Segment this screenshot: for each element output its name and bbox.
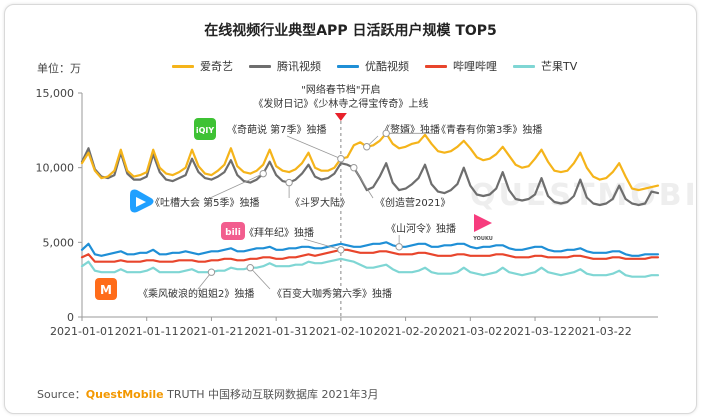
bilibili-logo (221, 222, 245, 240)
series-line (80, 241, 660, 257)
x-tick-label: 2021-02-20 (374, 325, 438, 338)
y-tick-label: 10,000 (36, 162, 75, 175)
annotation-label: 《赘婿》独播 (380, 123, 440, 136)
legend-item: 哔哩哔哩 (425, 58, 497, 74)
annotation-point (350, 163, 358, 172)
x-tick-label: 2021-02-10 (309, 325, 373, 338)
series-line (80, 147, 660, 207)
x-tick-label: 2021-01-01 (50, 325, 114, 338)
y-tick-label: 5,000 (43, 236, 75, 249)
legend-swatch (337, 64, 359, 68)
bilibili-logo-text: bili (225, 228, 241, 238)
y-tick-label: 15,000 (36, 87, 75, 100)
legend-label: 优酷视频 (365, 60, 409, 73)
x-tick-label: 2021-03-02 (438, 325, 502, 338)
annotation-point (395, 243, 403, 251)
x-tick-label: 2021-01-31 (244, 325, 308, 338)
iqiyi-logo-text: iQIY (196, 126, 215, 135)
x-tick-label: 2021-03-22 (568, 325, 632, 338)
legend-swatch (513, 64, 535, 68)
annotation-label: 《青春有你第3季》独播 (436, 123, 542, 136)
chart-title: 在线视频行业典型APP 日活跃用户规模 TOP5 (204, 23, 497, 39)
legend-swatch (172, 64, 194, 68)
legend-swatch (249, 64, 271, 68)
annotation-leader (353, 167, 374, 199)
annotation-point (259, 169, 267, 178)
annotation-point (207, 268, 216, 276)
x-tick-label: 2021-01-21 (179, 325, 243, 338)
annotation-point (246, 264, 254, 272)
annotation-leader (303, 238, 341, 251)
youku-logo (474, 214, 492, 232)
annotation-point (337, 155, 345, 163)
annotation-label: 《吐槽大会 第5季》独播 (150, 196, 260, 209)
source-note: Source：QuestMobile TRUTH 中国移动互联网数据库 2021… (37, 386, 379, 402)
source-prefix: Source： (37, 388, 86, 401)
annotation-leader (249, 267, 271, 290)
youku-logo-text: YOUKU (472, 236, 493, 242)
mango-tv-logo (95, 278, 117, 300)
legend-item: 爱奇艺 (172, 58, 233, 74)
legend-label: 爱奇艺 (200, 60, 233, 73)
annotation-label: 《创造营2021》 (375, 196, 450, 209)
annotation-point (382, 129, 390, 138)
y-tick-label: 0 (67, 311, 74, 324)
legend-swatch (425, 64, 447, 68)
annotation-label: 《乘风破浪的姐姐2》独播 (138, 287, 254, 300)
source-text: TRUTH 中国移动互联网数据库 2021年3月 (163, 388, 379, 401)
tencent-video-logo-play (136, 197, 146, 207)
x-tick-label: 2021-01-11 (115, 325, 179, 338)
event-label-line2: 《发财日记》《少林寺之得宝传奇》上线 (253, 97, 428, 110)
event-marker-arrow (334, 113, 347, 121)
annotation-label: 《山河令》独播 (386, 222, 456, 235)
annotation-point (363, 143, 371, 151)
x-tick-label: 2021-03-12 (503, 325, 567, 338)
annotation-label: 《百变大咖秀第六季》独播 (272, 287, 392, 300)
source-brand: QuestMobile (85, 388, 164, 401)
annotation-leader (286, 135, 342, 160)
annotation-point (285, 178, 293, 187)
legend-label: 哔哩哔哩 (453, 60, 497, 73)
annotation-label: 《奇葩说 第7季》独播 (227, 123, 327, 136)
legend-item: 芒果TV (513, 58, 577, 74)
mango-tv-logo-text: M (100, 283, 112, 297)
legend-item: 优酷视频 (337, 58, 409, 74)
annotation-label: 《拜年纪》独播 (244, 226, 314, 239)
series-line (80, 248, 660, 263)
legend-item: 腾讯视频 (249, 58, 321, 74)
annotation-label: 《斗罗大陆》 (290, 196, 350, 209)
legend: 爱奇艺 腾讯视频 优酷视频 哔哩哔哩 芒果TV (172, 58, 577, 74)
chart-card (4, 4, 697, 414)
iqiyi-logo (194, 118, 216, 140)
event-label-line1: "网络春节档"开启 (301, 83, 380, 96)
series-line (80, 257, 660, 278)
annotation-point (337, 246, 345, 254)
annotation-leader (209, 173, 264, 199)
legend-label: 芒果TV (541, 60, 578, 73)
legend-label: 腾讯视频 (277, 60, 321, 73)
unit-label: 单位：万 (37, 62, 81, 75)
